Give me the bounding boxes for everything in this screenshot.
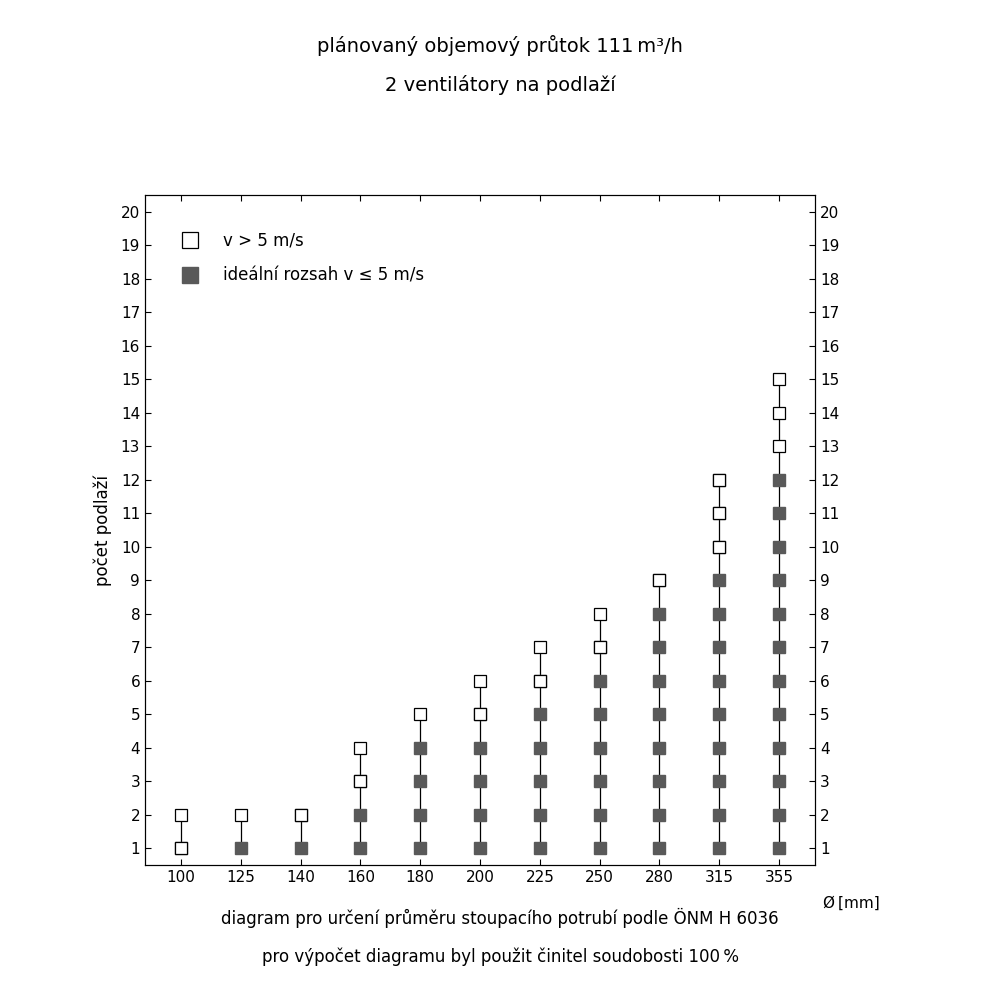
Legend: v > 5 m/s, ideální rozsah v ≤ 5 m/s: v > 5 m/s, ideální rozsah v ≤ 5 m/s	[173, 223, 433, 293]
Text: plánovaný objemový průtok 111 m³/h: plánovaný objemový průtok 111 m³/h	[317, 35, 683, 56]
Text: Ø [mm]: Ø [mm]	[823, 896, 880, 911]
Y-axis label: počet podlaží: počet podlaží	[94, 475, 112, 585]
Text: pro výpočet diagramu byl použit činitel soudobosti 100 %: pro výpočet diagramu byl použit činitel …	[262, 948, 738, 966]
Text: 2 ventilátory na podlaží: 2 ventilátory na podlaží	[385, 75, 615, 95]
Text: diagram pro určení průměru stoupacího potrubí podle ÖNM H 6036: diagram pro určení průměru stoupacího po…	[221, 908, 779, 928]
